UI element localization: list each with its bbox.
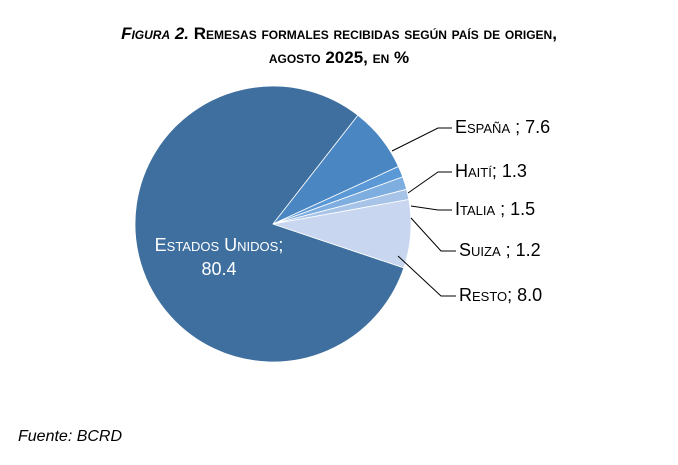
title-line-1: Remesas formales recibidas según país de… [193, 24, 557, 43]
slice-value-estados-unidos: 80.4 [201, 259, 236, 279]
slice-label-suiza: Suiza ; 1.2 [459, 240, 541, 260]
slice-label-espana: España ; 7.6 [455, 117, 550, 137]
source-note: Fuente: BCRD [18, 428, 123, 445]
slice-label-italia: Italia ; 1.5 [455, 199, 535, 219]
leader-line-haiti [407, 171, 452, 194]
leader-line-resto [397, 255, 456, 297]
leader-line-suiza [410, 217, 456, 252]
slice-label-resto: Resto; 8.0 [459, 285, 542, 305]
chart-title: Figura 2. Remesas formales recibidas seg… [0, 22, 678, 70]
pie-slice-resto [272, 199, 412, 269]
figure-label: Figura 2. [121, 24, 190, 43]
slice-label-haiti: Haití; 1.3 [455, 161, 527, 181]
title-line-2: agosto 2025, en % [268, 48, 410, 67]
leader-line-espana [391, 127, 452, 152]
pie-slice-estados-unidos [134, 85, 405, 363]
leader-line-italia [410, 205, 452, 211]
slice-label-estados-unidos: Estados Unidos; [155, 235, 284, 255]
